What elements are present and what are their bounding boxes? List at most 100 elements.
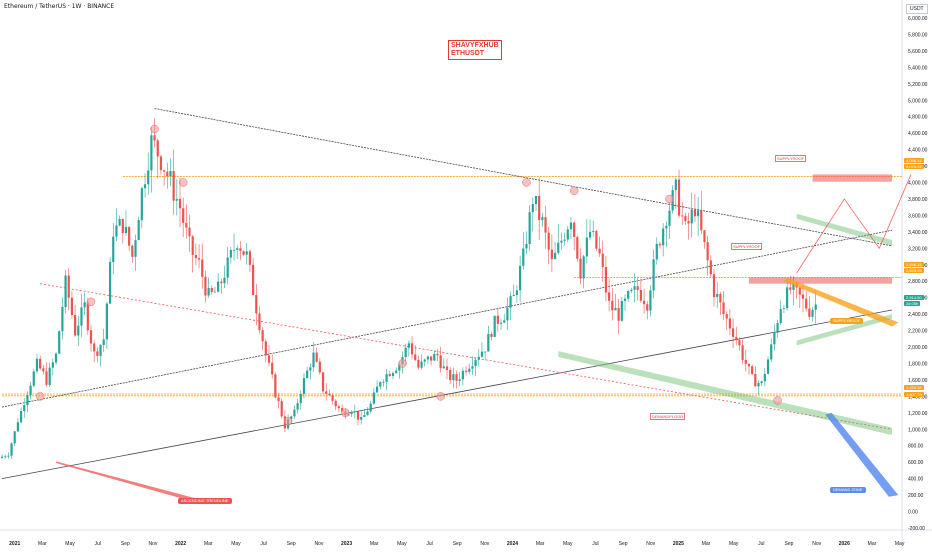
candle-body	[582, 256, 585, 279]
price-tag-2846: 2,846.33	[904, 262, 924, 267]
candle-body	[585, 237, 588, 257]
pivot-marker	[283, 416, 293, 426]
candle-body	[42, 368, 45, 372]
candle-body	[484, 351, 487, 353]
candle-body	[608, 292, 611, 301]
candle-body	[337, 406, 341, 409]
candle-body	[636, 286, 639, 290]
candle-body	[455, 374, 458, 381]
y-tick-label: 3,800.00	[908, 197, 928, 203]
pivot-marker	[665, 194, 674, 204]
demand-zone-label: DEMAND ZONE	[830, 487, 866, 493]
x-tick-label: Mar	[868, 541, 877, 547]
x-tick-label: 2025	[673, 541, 684, 547]
candle-body	[496, 315, 499, 324]
candle-body	[328, 393, 331, 396]
candle-body	[735, 336, 738, 341]
candle-body	[372, 392, 375, 404]
x-tick-label: Sep	[287, 541, 296, 547]
candle-body	[239, 248, 242, 251]
candle-body	[805, 298, 808, 309]
y-tick-label: 4,400.00	[908, 148, 928, 154]
candle-body	[798, 287, 801, 295]
candle-body	[175, 198, 178, 201]
candle-body	[407, 343, 410, 348]
pivot-marker	[35, 392, 45, 401]
price-tag-4098: 4,098.13	[904, 158, 924, 163]
candle-body	[147, 170, 150, 185]
candle-body	[576, 237, 579, 259]
candle-body	[620, 301, 623, 321]
candle-body	[668, 210, 671, 226]
candle-body	[182, 208, 185, 223]
candle-body	[506, 307, 509, 321]
ascending-support-trendline	[1, 309, 893, 480]
candle-body	[194, 255, 197, 259]
price-tag-2823: 2,823.95	[904, 268, 924, 273]
candle-body	[754, 374, 757, 387]
candle-body	[442, 366, 445, 369]
candle-body	[312, 352, 315, 368]
x-tick-label: Nov	[480, 541, 489, 547]
candle-body	[563, 239, 566, 241]
y-tick-label: 5,600.00	[908, 49, 928, 55]
price-tag-1429: 1,429.38	[904, 385, 924, 390]
candle-body	[697, 210, 700, 217]
candle-body	[102, 339, 105, 346]
candle-body	[433, 353, 436, 361]
candle-body	[274, 374, 277, 398]
candle-body	[741, 345, 744, 361]
candle-body	[642, 300, 646, 305]
candle-body	[293, 409, 296, 417]
candle-body	[808, 308, 811, 317]
candle-body	[280, 401, 283, 417]
candle-body	[760, 381, 763, 383]
ascending-trendline-label: ASCENDING TRENDLINE	[178, 498, 232, 504]
y-tick-label: 1,800.00	[908, 361, 928, 367]
currency-unit[interactable]: USDT	[906, 4, 928, 14]
candle-body	[614, 308, 617, 311]
candle-body	[464, 370, 468, 372]
candle-body	[436, 353, 439, 356]
candle-body	[321, 372, 325, 392]
y-tick-label: 1,600.00	[908, 378, 928, 384]
candle-body	[89, 330, 93, 344]
x-tick-label: 2026	[839, 541, 850, 547]
candle-body	[353, 411, 356, 413]
candle-body	[255, 295, 258, 314]
x-tick-label: Nov	[646, 541, 655, 547]
candle-body	[560, 240, 563, 243]
x-tick-label: Mar	[204, 541, 213, 547]
x-tick-label: May	[65, 541, 75, 547]
candle-body	[611, 300, 614, 311]
candle-body	[201, 259, 204, 277]
candle-body	[277, 397, 280, 402]
candle-body	[490, 333, 493, 337]
candle-body	[83, 302, 86, 308]
candle-body	[150, 135, 153, 171]
candle-body	[452, 374, 455, 381]
candle-body	[617, 308, 620, 321]
pivot-marker	[522, 178, 531, 187]
candle-body	[369, 403, 372, 412]
candle-body	[74, 315, 77, 336]
candle-body	[712, 274, 716, 298]
pivot-marker	[178, 178, 188, 187]
x-tick-label: May	[563, 541, 573, 547]
candle-body	[541, 217, 544, 221]
candle-body	[487, 333, 490, 352]
candle-body	[417, 359, 420, 368]
candle-body	[185, 222, 188, 228]
candle-body	[404, 347, 407, 358]
candle-body	[770, 344, 773, 360]
candle-body	[143, 184, 147, 189]
candle-body	[19, 411, 23, 423]
candle-body	[751, 366, 754, 375]
candle-body	[550, 249, 553, 260]
candle-body	[439, 355, 442, 369]
candle-body	[566, 229, 569, 240]
x-tick-label: 2023	[341, 541, 352, 547]
candle-body	[738, 340, 741, 346]
